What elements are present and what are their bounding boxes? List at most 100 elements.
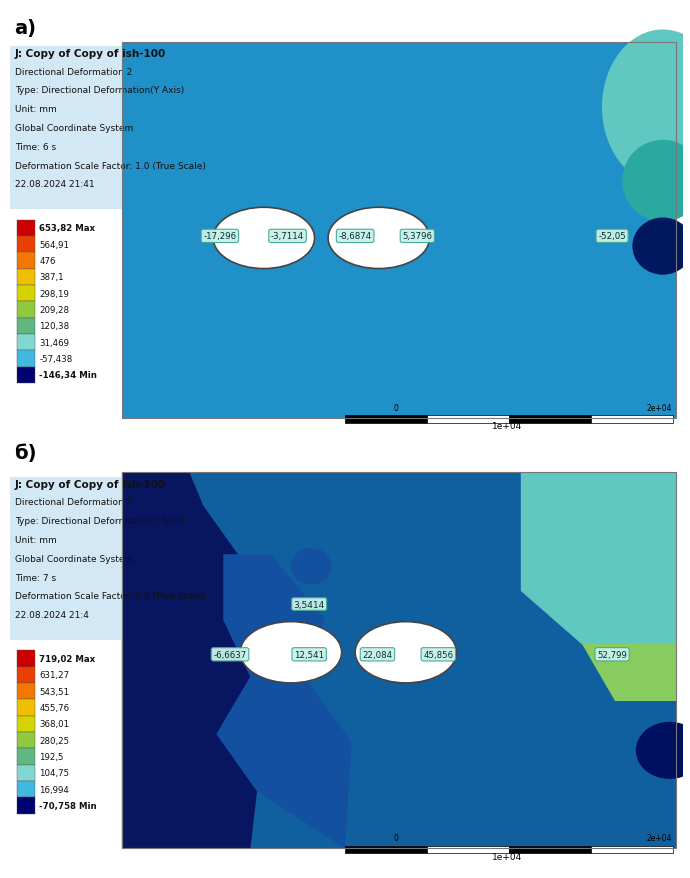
Text: 1e+04: 1e+04 (492, 421, 522, 430)
Text: Unit: mm: Unit: mm (15, 536, 57, 544)
Text: -146,34 Min: -146,34 Min (39, 371, 97, 380)
Text: Time: 7 s: Time: 7 s (15, 573, 56, 582)
Text: -8,6874: -8,6874 (339, 232, 372, 241)
Text: 209,28: 209,28 (39, 306, 70, 314)
Text: 22,084: 22,084 (362, 650, 393, 659)
Circle shape (355, 622, 457, 683)
Bar (17, 700, 34, 716)
Text: 653,82 Max: 653,82 Max (39, 224, 95, 233)
Text: -57,438: -57,438 (39, 355, 72, 363)
Text: Deformation Scale Factor: 1.0 (True Scale): Deformation Scale Factor: 1.0 (True Scal… (15, 592, 206, 601)
Text: 22.08.2024 21:4: 22.08.2024 21:4 (15, 610, 89, 620)
Text: а): а) (14, 19, 36, 39)
Text: -17,296: -17,296 (204, 232, 237, 241)
Bar (17, 335, 34, 351)
Text: б): б) (14, 443, 37, 463)
Bar (17, 732, 34, 748)
Bar (17, 220, 34, 236)
Text: 45,856: 45,856 (423, 650, 453, 659)
Bar (591, 416, 673, 423)
Text: 280,25: 280,25 (39, 736, 70, 745)
Bar (17, 351, 34, 367)
Circle shape (328, 208, 430, 270)
Polygon shape (217, 555, 352, 848)
Bar (17, 797, 34, 814)
Bar (17, 367, 34, 384)
Bar (345, 416, 427, 423)
Text: 564,91: 564,91 (39, 241, 70, 249)
Text: 3,5414: 3,5414 (293, 600, 325, 608)
Bar (345, 846, 427, 853)
Text: 387,1: 387,1 (39, 273, 64, 282)
Circle shape (213, 208, 315, 270)
Text: J: Copy of Copy of ish-100: J: Copy of Copy of ish-100 (15, 49, 166, 59)
Text: 16,994: 16,994 (39, 785, 69, 794)
Text: -70,758 Min: -70,758 Min (39, 801, 97, 810)
Ellipse shape (291, 549, 331, 585)
Text: Global Coordinate System: Global Coordinate System (15, 554, 133, 563)
Text: 5,3796: 5,3796 (402, 232, 433, 241)
Text: 31,469: 31,469 (39, 338, 70, 347)
Polygon shape (521, 473, 676, 644)
Bar (122, 43, 676, 418)
Text: 631,27: 631,27 (39, 671, 70, 680)
Ellipse shape (635, 722, 690, 779)
Bar (17, 318, 34, 335)
Text: Time: 6 s: Time: 6 s (15, 143, 56, 152)
Bar (10, 47, 122, 210)
Bar (17, 781, 34, 797)
Text: J: Copy of Copy of ish-100: J: Copy of Copy of ish-100 (15, 479, 166, 489)
Bar (122, 473, 676, 848)
Text: 52,799: 52,799 (597, 650, 627, 659)
Bar (17, 748, 34, 765)
Ellipse shape (602, 31, 690, 185)
Text: -3,7114: -3,7114 (271, 232, 304, 241)
Text: 2e+04: 2e+04 (647, 403, 672, 412)
Bar (17, 666, 34, 683)
Text: Directional Deformation 7: Directional Deformation 7 (15, 498, 132, 507)
Text: 543,51: 543,51 (39, 687, 70, 695)
Bar (509, 846, 591, 853)
Bar (427, 846, 509, 853)
Bar (591, 846, 673, 853)
Circle shape (240, 622, 342, 683)
Text: Type: Directional Deformation(Y Axis): Type: Directional Deformation(Y Axis) (15, 86, 184, 96)
Bar (17, 236, 34, 253)
Text: 719,02 Max: 719,02 Max (39, 654, 96, 663)
Text: 0: 0 (393, 833, 398, 842)
Bar (122, 43, 676, 418)
Polygon shape (122, 473, 257, 848)
Bar (10, 477, 122, 640)
Text: 192,5: 192,5 (39, 752, 64, 761)
Text: 22.08.2024 21:41: 22.08.2024 21:41 (15, 180, 95, 190)
Text: 1e+04: 1e+04 (492, 852, 522, 860)
Text: 104,75: 104,75 (39, 768, 70, 777)
Text: 2e+04: 2e+04 (647, 833, 672, 842)
Bar (17, 651, 34, 666)
Bar (17, 716, 34, 732)
Text: 368,01: 368,01 (39, 719, 70, 729)
Ellipse shape (622, 140, 690, 222)
Bar (17, 285, 34, 302)
Ellipse shape (632, 219, 690, 276)
Text: 455,76: 455,76 (39, 703, 70, 712)
Bar (122, 473, 676, 848)
Text: 120,38: 120,38 (39, 322, 70, 331)
Text: 12,541: 12,541 (294, 650, 324, 659)
Text: -6,6637: -6,6637 (213, 650, 246, 659)
Text: 476: 476 (39, 256, 56, 265)
Text: 298,19: 298,19 (39, 289, 69, 299)
Text: Global Coordinate System: Global Coordinate System (15, 124, 133, 133)
Bar (17, 765, 34, 781)
Bar (17, 253, 34, 270)
Bar (17, 302, 34, 318)
Text: Type: Directional Deformation(Y Axis): Type: Directional Deformation(Y Axis) (15, 516, 184, 526)
Bar (427, 416, 509, 423)
Text: 0: 0 (393, 403, 398, 412)
Text: Unit: mm: Unit: mm (15, 105, 57, 114)
Polygon shape (582, 644, 676, 702)
Bar (17, 270, 34, 285)
Bar (509, 416, 591, 423)
Text: Directional Deformation 2: Directional Deformation 2 (15, 68, 132, 76)
Bar (17, 683, 34, 700)
